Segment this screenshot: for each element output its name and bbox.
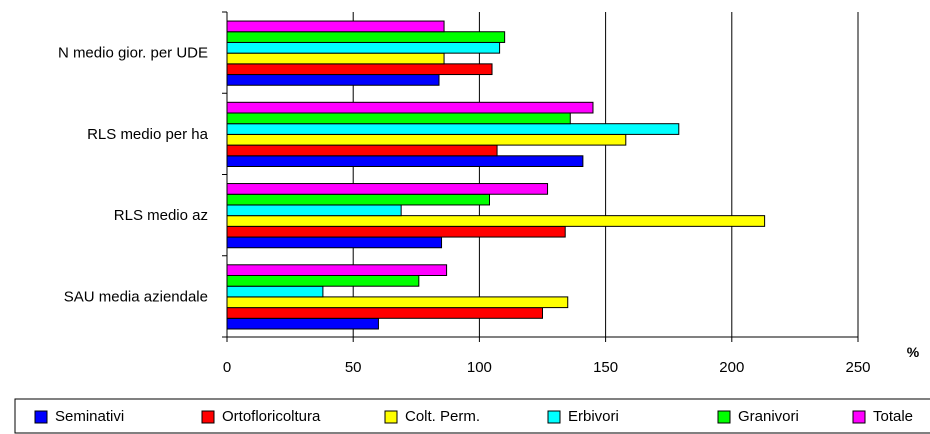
bar [226,296,569,309]
bar [226,193,490,206]
bars [226,20,766,330]
bar [226,20,445,33]
bar [226,133,627,146]
legend-label: Seminativi [55,408,124,425]
legend-label: Totale [873,408,913,425]
category-label: RLS medio per ha [87,126,209,143]
legend-swatch [852,410,866,424]
bar [226,144,498,157]
bar [226,215,766,227]
category-label: RLS medio az [114,207,208,224]
x-tick-label: 150 [593,359,618,376]
bar [226,275,420,287]
x-tick-label: 250 [845,359,870,376]
x-tick-label: 200 [719,359,744,376]
axes [222,11,859,342]
legend-label: Colt. Perm. [405,408,480,425]
bar [226,204,402,217]
x-tick-label: 0 [223,359,231,376]
category-label: SAU media aziendale [64,288,208,305]
bar [226,285,324,298]
bar [226,41,501,54]
bar [226,264,448,276]
x-tick-label: 100 [467,359,492,376]
bar [226,63,493,76]
bar [226,123,680,135]
bar [226,225,566,238]
legend-swatch [717,410,731,424]
x-tick-labels: 0 50 100 150 200 250 [223,359,871,376]
category-labels: SAU media aziendale RLS medio az RLS medio… [58,45,209,306]
legend-swatch [384,410,398,424]
bar [226,236,443,249]
bar [226,183,549,195]
bar [226,52,445,65]
bar [226,31,506,43]
bar [226,112,571,125]
category-label: N medio gior. per UDE [58,45,208,62]
legend: Seminativi Ortofloricoltura Colt. Perm. Erb… [14,398,930,434]
bar [226,317,379,330]
legend-swatch [547,410,561,424]
legend-label: Ortofloricoltura [222,408,321,425]
legend-label: Erbivori [568,408,619,425]
legend-label: Granivori [738,408,799,425]
unit-label: % [907,344,920,360]
bar [226,74,440,86]
bar [226,101,594,114]
x-tick-label: 50 [345,359,362,376]
bar [226,307,543,319]
bar [226,155,584,168]
legend-swatch [34,410,48,424]
legend-swatch [201,410,215,424]
